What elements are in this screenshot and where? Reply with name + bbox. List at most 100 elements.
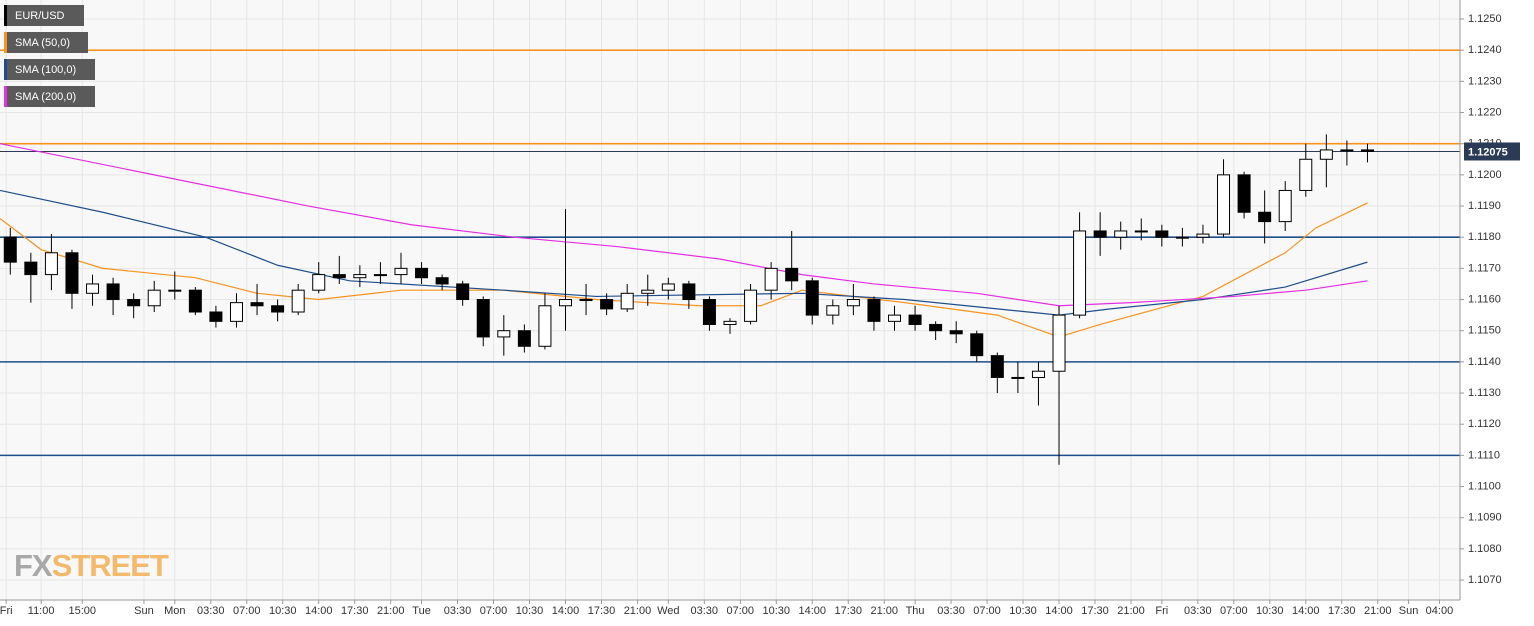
- candle-body: [785, 267, 799, 282]
- y-tick-label: 1.1150: [1468, 325, 1501, 337]
- y-tick-label: 1.1180: [1468, 231, 1501, 243]
- y-tick-label: 1.1140: [1468, 356, 1501, 368]
- legend-box: [4, 86, 95, 107]
- x-tick-label: Fri: [1155, 605, 1168, 617]
- y-tick-label: 1.1110: [1468, 449, 1500, 461]
- candle-body: [476, 299, 490, 338]
- y-tick-label: 1.1240: [1468, 44, 1502, 56]
- x-tick-label: 07:00: [480, 605, 508, 617]
- x-tick-label: Wed: [657, 605, 679, 617]
- candle-body: [1360, 149, 1374, 152]
- candle-body: [1217, 174, 1231, 235]
- candle-body: [846, 299, 860, 307]
- candle-body: [332, 274, 346, 279]
- candle-body: [147, 289, 161, 307]
- candle-body: [127, 299, 141, 307]
- candle-body: [168, 289, 182, 292]
- candle-body: [744, 289, 758, 322]
- x-tick-label: Thu: [906, 605, 925, 617]
- x-tick-label: 21:00: [1117, 605, 1145, 617]
- sma-line: [0, 189, 1368, 316]
- candle-body: [1155, 230, 1169, 238]
- legend-label: SMA (200,0): [15, 91, 76, 103]
- candle-body: [867, 299, 881, 322]
- candle-body: [1073, 230, 1087, 316]
- sma-line: [0, 143, 1368, 307]
- candle-body: [538, 305, 552, 347]
- candle-body: [353, 274, 367, 279]
- x-tick-label: 17:30: [1081, 605, 1109, 617]
- candle-body: [888, 314, 902, 322]
- candle-body: [641, 289, 655, 294]
- y-tick-label: 1.1220: [1468, 106, 1502, 118]
- legend-label: SMA (50,0): [15, 37, 70, 49]
- candle-body: [1114, 230, 1128, 238]
- candle-body: [579, 299, 593, 302]
- legend-box: [4, 59, 95, 80]
- candle-body: [558, 299, 572, 307]
- legend-box: [4, 5, 84, 26]
- x-tick-label: 10:30: [269, 605, 297, 617]
- x-tick-label: 03:30: [937, 605, 965, 617]
- x-tick-label: 03:30: [444, 605, 472, 617]
- x-tick-label: 21:00: [624, 605, 652, 617]
- candle-body: [1340, 149, 1354, 152]
- candle-body: [1319, 149, 1333, 160]
- candle-body: [929, 323, 943, 332]
- y-tick-label: 1.1230: [1468, 75, 1502, 87]
- watermark: FXSTREET: [14, 548, 169, 583]
- x-tick-label: 21:00: [1364, 605, 1392, 617]
- x-tick-label: 03:30: [691, 605, 719, 617]
- candle-body: [44, 252, 58, 276]
- legend-swatch: [4, 86, 7, 107]
- candle-body: [1093, 230, 1107, 238]
- y-tick-label: 1.1090: [1468, 512, 1502, 524]
- last-price-box: [1464, 142, 1520, 161]
- x-tick-label: 14:00: [552, 605, 580, 617]
- candle-body: [456, 283, 470, 301]
- y-tick-label: 1.1120: [1468, 418, 1501, 430]
- grid: [0, 0, 1460, 600]
- last-price-label: 1.12075: [1468, 146, 1508, 158]
- x-tick-label: Fri: [0, 605, 13, 617]
- candle-body: [435, 277, 449, 285]
- x-tick-label: 14:00: [798, 605, 826, 617]
- candle-body: [1299, 158, 1313, 191]
- candle-body: [271, 305, 285, 313]
- y-tick-label: 1.1070: [1468, 574, 1502, 586]
- candle-body: [620, 292, 634, 310]
- candle-body: [702, 299, 716, 325]
- candle-body: [764, 267, 778, 291]
- candle-body: [908, 314, 922, 325]
- candle-body: [373, 274, 387, 277]
- legend-swatch: [4, 5, 7, 26]
- x-tick-label: 21:00: [870, 605, 898, 617]
- legend-label: EUR/USD: [15, 10, 65, 22]
- candle-body: [291, 289, 305, 313]
- x-tick-label: 04:00: [1426, 605, 1454, 617]
- x-tick-label: 17:30: [834, 605, 862, 617]
- candle-body: [805, 280, 819, 316]
- candle-body: [229, 302, 243, 322]
- legend-item: SMA (200,0): [4, 86, 95, 107]
- candle-body: [1258, 211, 1272, 223]
- legend-item: SMA (50,0): [4, 32, 88, 53]
- x-tick-label: 07:00: [973, 605, 1001, 617]
- x-tick-label: Sun: [1399, 605, 1419, 617]
- x-tick-label: 07:00: [233, 605, 261, 617]
- candle-body: [1237, 174, 1251, 213]
- x-tick-label: 10:30: [516, 605, 544, 617]
- candle-body: [106, 283, 120, 301]
- candle-body: [682, 283, 696, 301]
- candle-body: [949, 330, 963, 335]
- legend-label: SMA (100,0): [15, 64, 76, 76]
- candle-body: [394, 267, 408, 276]
- x-tick-label: 17:30: [1328, 605, 1356, 617]
- x-tick-label: 07:00: [1220, 605, 1248, 617]
- candle-body: [24, 261, 38, 276]
- candle-body: [3, 236, 17, 263]
- candle-body: [1031, 370, 1045, 378]
- watermark-fx: FX: [14, 548, 53, 583]
